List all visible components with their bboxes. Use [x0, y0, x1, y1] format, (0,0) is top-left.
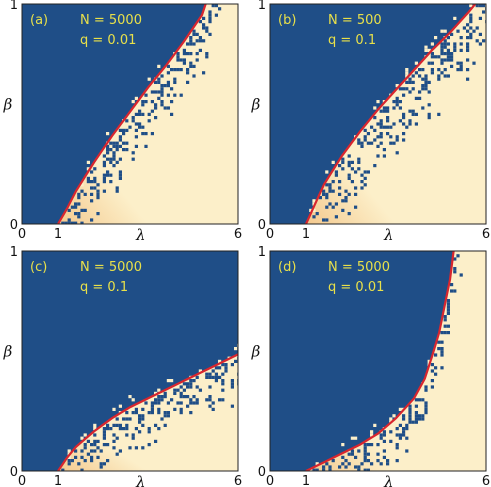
x-tick-label: 1 [302, 227, 310, 242]
param-annotation: N = 5000 [80, 260, 142, 275]
heatmap-area [22, 4, 238, 224]
y-axis-label: β [251, 96, 261, 114]
speckle-cells [61, 4, 222, 224]
heatmap-area [270, 4, 486, 224]
speckle-cells [309, 254, 463, 471]
panel-label: (b) [278, 13, 296, 28]
y-tick-label: 1 [10, 0, 18, 13]
y-axis-label: β [3, 343, 13, 361]
param-annotation: q = 0.1 [328, 33, 376, 48]
speckle-cells [309, 4, 486, 222]
heatmap-area [270, 251, 486, 471]
y-tick-label: 1 [258, 0, 266, 13]
x-tick-label: 1 [302, 474, 310, 487]
x-tick-label: 0 [266, 227, 274, 242]
x-tick-label: 6 [234, 227, 242, 242]
panel-0: 0 1 6 0 1 λ β (a) N = 5000 q = 0.01 [3, 0, 242, 244]
x-axis-label: λ [135, 473, 146, 487]
x-tick-label: 1 [54, 474, 62, 487]
plot-frame [21, 3, 239, 225]
x-tick-label: 6 [482, 474, 490, 487]
boundary-curve [305, 251, 455, 471]
y-tick-label: 0 [258, 218, 266, 233]
x-tick-label: 6 [234, 474, 242, 487]
x-tick-label: 0 [18, 227, 26, 242]
y-tick-label: 1 [258, 245, 266, 260]
y-tick-label: 0 [10, 218, 18, 233]
panel-1: 0 1 6 0 1 λ β (b) N = 500 q = 0.1 [251, 0, 490, 244]
panel-3: 0 1 6 0 1 λ β (d) N = 5000 q = 0.01 [251, 245, 490, 487]
disordered-region [306, 251, 486, 471]
x-axis-label: λ [383, 226, 394, 244]
param-annotation: N = 5000 [328, 260, 390, 275]
param-annotation: N = 500 [328, 13, 382, 28]
panel-2: 0 1 6 0 1 λ β (c) N = 5000 q = 0.1 [3, 245, 242, 487]
y-tick-label: 1 [10, 245, 18, 260]
x-axis-label: λ [383, 473, 394, 487]
x-axis-label: λ [135, 226, 146, 244]
plot-frame [269, 3, 487, 225]
y-axis-label: β [251, 343, 261, 361]
boundary-curve [57, 353, 238, 471]
plot-frame [269, 250, 487, 472]
x-tick-label: 0 [266, 474, 274, 487]
boundary-curve [304, 4, 477, 224]
param-annotation: N = 5000 [80, 13, 142, 28]
panel-label: (c) [30, 260, 47, 275]
heatmap-area [22, 251, 238, 471]
x-tick-label: 1 [54, 227, 62, 242]
y-tick-label: 0 [258, 465, 266, 480]
x-tick-label: 6 [482, 227, 490, 242]
param-annotation: q = 0.1 [80, 280, 128, 295]
panel-label: (a) [30, 13, 48, 28]
param-annotation: q = 0.01 [80, 33, 136, 48]
param-annotation: q = 0.01 [328, 280, 384, 295]
y-tick-label: 0 [10, 465, 18, 480]
panel-label: (d) [278, 260, 296, 275]
x-tick-label: 0 [18, 474, 26, 487]
y-axis-label: β [3, 96, 13, 114]
plot-frame [21, 250, 239, 472]
boundary-curve [57, 4, 207, 224]
